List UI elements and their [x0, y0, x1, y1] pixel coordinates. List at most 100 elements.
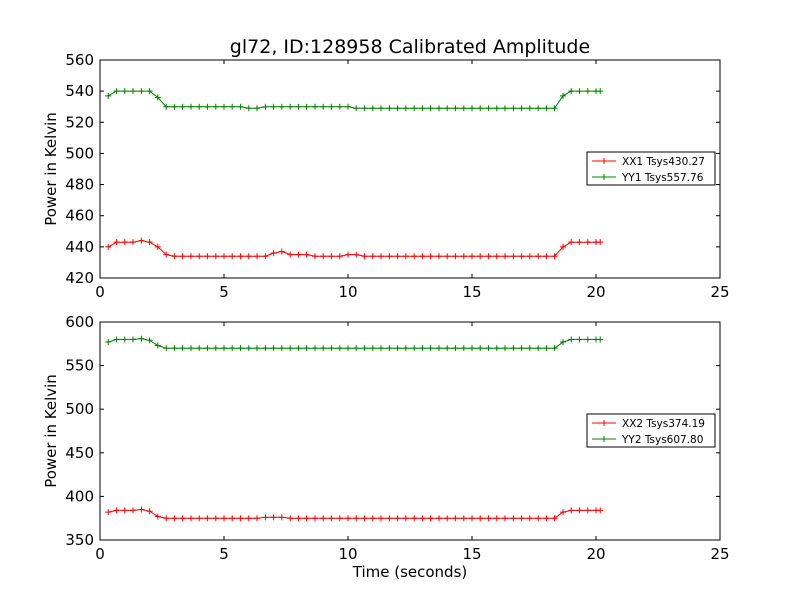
data-point [560, 339, 567, 346]
data-point [551, 345, 558, 352]
data-point [460, 345, 467, 352]
data-point [469, 515, 475, 522]
y-axis-label: Power in Kelvin [42, 112, 60, 226]
data-point [138, 88, 145, 95]
data-point [386, 105, 393, 112]
legend-marker [601, 420, 607, 426]
data-point [221, 515, 227, 522]
data-point [543, 345, 550, 352]
data-point [543, 253, 550, 260]
data-point [287, 251, 294, 258]
data-point [402, 345, 409, 352]
x-tick-label: 0 [95, 283, 105, 301]
data-point [576, 239, 583, 246]
data-point [493, 253, 500, 260]
data-point [336, 345, 343, 352]
data-point [501, 515, 508, 522]
data-point [394, 515, 401, 522]
data-point [560, 92, 567, 99]
data-point [163, 103, 170, 110]
legend-label: YY2 Tsys607.80 [621, 434, 703, 446]
data-point [129, 507, 136, 514]
data-point [113, 507, 120, 514]
data-point [345, 345, 351, 352]
data-point [121, 88, 128, 95]
data-point [584, 239, 591, 246]
data-point [146, 239, 153, 246]
data-point [584, 88, 591, 95]
data-point [477, 253, 484, 260]
data-point [129, 88, 136, 95]
data-point [295, 515, 302, 522]
data-point [394, 105, 401, 112]
data-point [419, 515, 426, 522]
data-point [312, 103, 319, 110]
data-point [312, 515, 319, 522]
data-point [460, 105, 467, 112]
y-tick-label: 480 [65, 176, 94, 194]
data-point [237, 515, 244, 522]
data-point [163, 251, 170, 258]
data-point [369, 515, 376, 522]
data-point [535, 105, 542, 112]
data-point [229, 515, 236, 522]
data-point [485, 105, 492, 112]
data-point [204, 345, 211, 352]
data-point [452, 253, 459, 260]
y-tick-label: 520 [65, 113, 94, 131]
data-point [303, 345, 310, 352]
data-point [336, 103, 343, 110]
data-point [518, 345, 525, 352]
data-point [179, 345, 186, 352]
data-point [493, 105, 500, 112]
data-point [411, 515, 418, 522]
data-point [551, 105, 558, 112]
legend-marker [601, 158, 607, 164]
data-point [262, 253, 269, 260]
data-point [535, 253, 542, 260]
data-point [543, 515, 550, 522]
data-point [320, 103, 327, 110]
data-point [353, 105, 360, 112]
legend-marker [601, 174, 607, 180]
data-point [303, 103, 310, 110]
data-point [229, 103, 236, 110]
data-point [377, 105, 384, 112]
data-point [320, 515, 327, 522]
data-point [287, 103, 294, 110]
y-tick-label: 350 [65, 531, 94, 549]
data-point [245, 105, 252, 112]
data-point [278, 514, 285, 521]
data-point [394, 253, 401, 260]
data-point [320, 345, 327, 352]
data-point [436, 253, 443, 260]
data-point [171, 253, 178, 260]
data-point [394, 345, 401, 352]
data-point [221, 253, 227, 260]
data-point [361, 345, 368, 352]
x-tick-label: 10 [338, 545, 357, 563]
data-point [105, 243, 112, 250]
data-point [188, 515, 195, 522]
data-point [501, 345, 508, 352]
data-point [262, 345, 269, 352]
data-point [138, 237, 145, 244]
data-point [535, 515, 542, 522]
legend-box [586, 413, 716, 448]
data-point [419, 253, 426, 260]
data-point [551, 253, 558, 260]
data-point [353, 251, 360, 258]
data-point [262, 514, 269, 521]
data-point [188, 253, 195, 260]
data-point [485, 253, 492, 260]
x-tick-label: 15 [462, 545, 481, 563]
data-point [402, 105, 409, 112]
data-point [253, 515, 260, 522]
data-point [427, 345, 434, 352]
data-point [295, 103, 302, 110]
data-point [121, 507, 128, 514]
data-point [460, 515, 467, 522]
data-point [154, 243, 161, 250]
data-point [328, 515, 335, 522]
top-plot: 0 5 10 15 20 25 420 440 460 480 500 520 540 560 Power … [42, 51, 730, 301]
